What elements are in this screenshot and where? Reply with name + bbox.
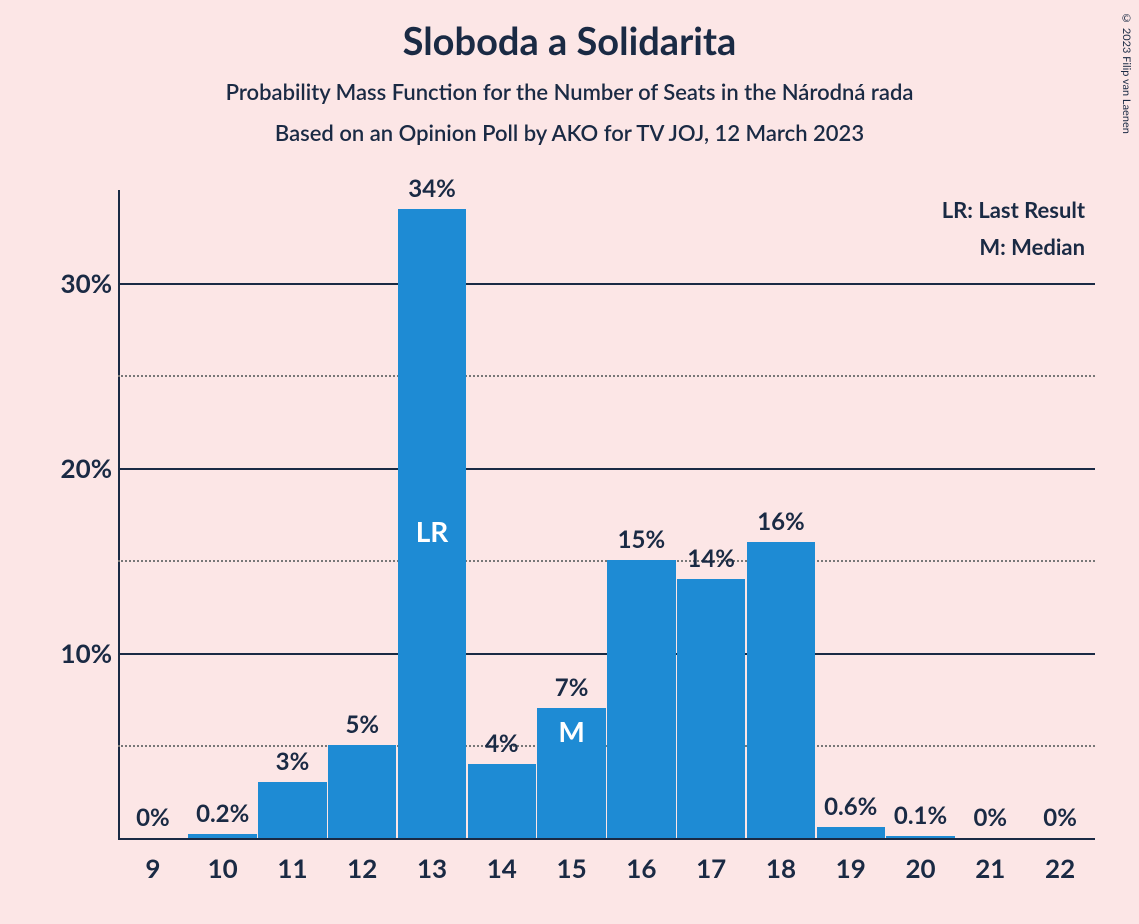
x-tick-label: 13 bbox=[417, 838, 447, 884]
x-tick-label: 18 bbox=[766, 838, 796, 884]
x-tick-label: 9 bbox=[145, 838, 160, 884]
bar-value-label: 4% bbox=[485, 729, 519, 764]
chart-subtitle-2: Based on an Opinion Poll by AKO for TV J… bbox=[0, 119, 1139, 146]
x-tick-label: 19 bbox=[836, 838, 866, 884]
x-tick-label: 21 bbox=[975, 838, 1005, 884]
legend: LR: Last Result M: Median bbox=[942, 196, 1085, 270]
bar bbox=[747, 542, 815, 838]
chart-title: Sloboda a Solidarita bbox=[0, 0, 1139, 64]
bar-value-label: 15% bbox=[618, 525, 666, 560]
bar-value-label: 0% bbox=[136, 803, 170, 838]
x-tick-label: 20 bbox=[905, 838, 935, 884]
y-axis bbox=[118, 190, 120, 838]
bar-value-label: 0.1% bbox=[894, 801, 947, 836]
bar bbox=[328, 745, 396, 838]
chart-subtitle-1: Probability Mass Function for the Number… bbox=[0, 78, 1139, 105]
bar-value-label: 16% bbox=[757, 507, 805, 542]
x-axis bbox=[118, 838, 1095, 840]
bar bbox=[677, 579, 745, 838]
x-tick-label: 16 bbox=[626, 838, 656, 884]
plot-area: LR: Last Result M: Median 10%20%30%0%90.… bbox=[60, 190, 1099, 894]
bar-value-label: 0.6% bbox=[824, 792, 877, 827]
bar-value-label: 14% bbox=[687, 544, 735, 579]
legend-lr: LR: Last Result bbox=[942, 196, 1085, 223]
bar bbox=[607, 560, 675, 838]
bar-value-label: 0% bbox=[974, 803, 1008, 838]
x-tick-label: 11 bbox=[277, 838, 307, 884]
bar-value-label: 5% bbox=[345, 710, 379, 745]
bar-value-label: 34% bbox=[408, 174, 456, 209]
gridline-major bbox=[118, 468, 1095, 470]
y-tick-label: 30% bbox=[61, 267, 118, 299]
x-tick-label: 17 bbox=[696, 838, 726, 884]
gridline-major bbox=[118, 283, 1095, 285]
bar-annotation: M bbox=[558, 714, 584, 748]
gridline-minor bbox=[118, 375, 1095, 377]
x-tick-label: 10 bbox=[208, 838, 238, 884]
x-tick-label: 12 bbox=[347, 838, 377, 884]
legend-m: M: Median bbox=[942, 233, 1085, 260]
copyright-text: © 2023 Filip van Laenen bbox=[1120, 12, 1133, 134]
y-tick-label: 20% bbox=[61, 452, 118, 484]
x-tick-label: 14 bbox=[487, 838, 517, 884]
x-tick-label: 22 bbox=[1045, 838, 1075, 884]
bar-value-label: 0.2% bbox=[196, 799, 249, 834]
bar bbox=[817, 827, 885, 838]
bar-value-label: 3% bbox=[276, 747, 310, 782]
x-tick-label: 15 bbox=[557, 838, 587, 884]
bar-annotation: LR bbox=[416, 514, 449, 548]
y-tick-label: 10% bbox=[61, 637, 118, 669]
bar bbox=[258, 782, 326, 838]
bar-value-label: 0% bbox=[1043, 803, 1077, 838]
bar bbox=[468, 764, 536, 838]
bar-value-label: 7% bbox=[555, 673, 589, 708]
